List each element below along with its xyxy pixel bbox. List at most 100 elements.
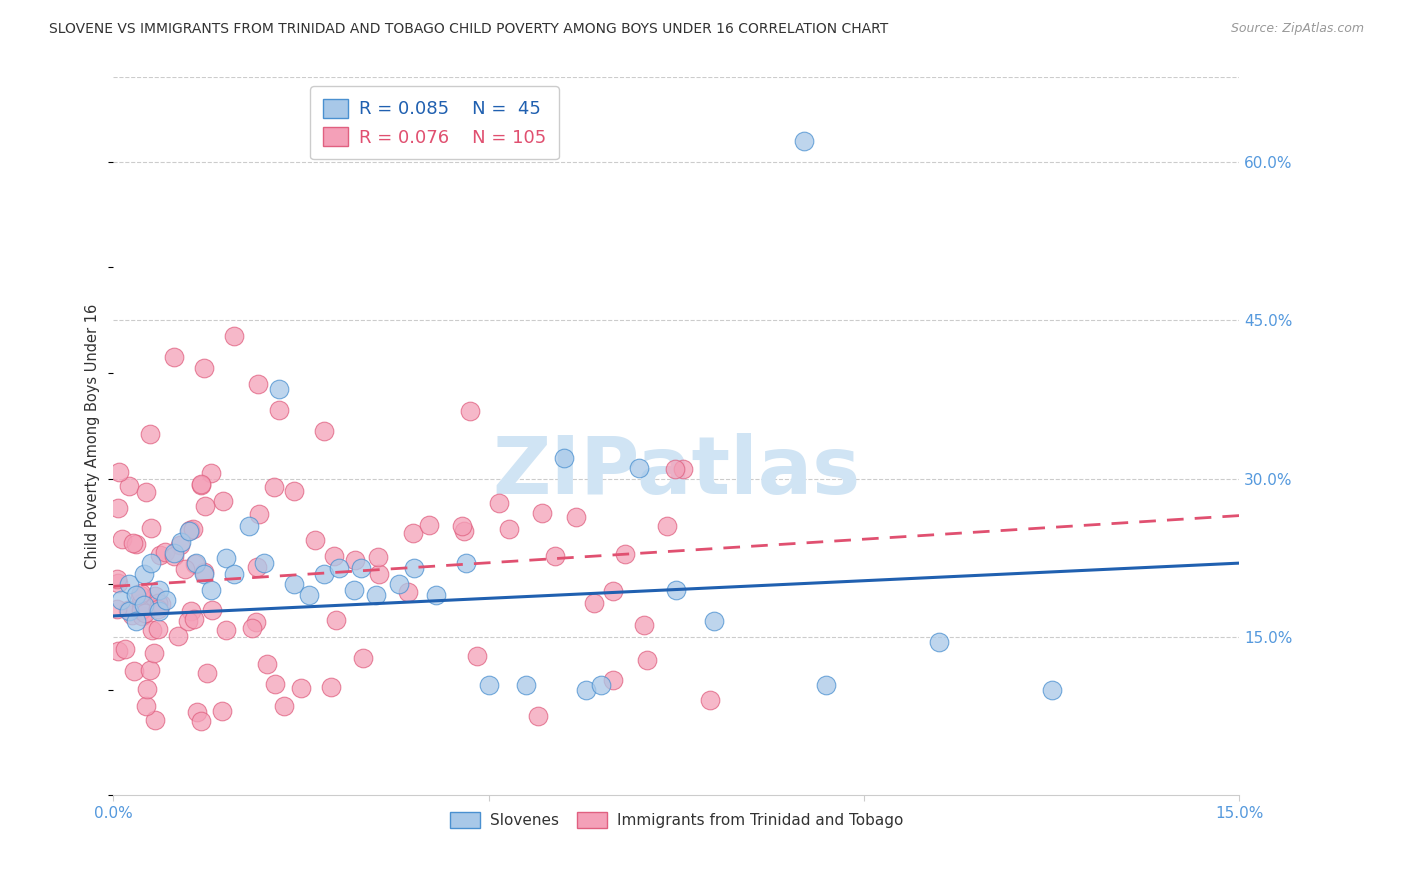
Point xyxy=(222,329,245,343)
Point xyxy=(453,524,475,539)
Point xyxy=(180,604,202,618)
Point xyxy=(174,562,197,576)
Point xyxy=(298,588,321,602)
Point xyxy=(110,593,132,607)
Point xyxy=(139,427,162,442)
Point xyxy=(928,635,950,649)
Point xyxy=(451,519,474,533)
Point xyxy=(627,461,650,475)
Point xyxy=(238,519,260,533)
Point xyxy=(321,680,343,694)
Point xyxy=(134,606,156,620)
Point xyxy=(141,521,163,535)
Point xyxy=(633,617,655,632)
Point xyxy=(146,622,169,636)
Point xyxy=(150,597,173,611)
Point xyxy=(105,572,128,586)
Point xyxy=(118,479,141,493)
Point xyxy=(367,567,389,582)
Point xyxy=(193,499,215,513)
Point xyxy=(193,565,215,579)
Point xyxy=(565,510,588,524)
Point xyxy=(304,533,326,547)
Point xyxy=(582,596,605,610)
Point xyxy=(108,465,131,479)
Point xyxy=(200,582,222,597)
Point xyxy=(613,547,636,561)
Point xyxy=(184,556,207,570)
Point xyxy=(200,466,222,480)
Point xyxy=(636,653,658,667)
Point xyxy=(252,556,274,570)
Point xyxy=(366,588,388,602)
Text: SLOVENE VS IMMIGRANTS FROM TRINIDAD AND TOBAGO CHILD POVERTY AMONG BOYS UNDER 16: SLOVENE VS IMMIGRANTS FROM TRINIDAD AND … xyxy=(49,22,889,37)
Point xyxy=(240,621,263,635)
Point xyxy=(125,588,148,602)
Point xyxy=(193,566,215,581)
Point xyxy=(176,614,198,628)
Point xyxy=(465,648,488,663)
Point xyxy=(283,483,305,498)
Point xyxy=(245,615,267,629)
Point xyxy=(283,577,305,591)
Point xyxy=(135,698,157,713)
Point xyxy=(246,559,269,574)
Point xyxy=(344,552,367,566)
Point xyxy=(793,134,815,148)
Point xyxy=(478,677,501,691)
Point xyxy=(146,602,169,616)
Point xyxy=(328,561,350,575)
Point xyxy=(665,582,688,597)
Point xyxy=(141,623,163,637)
Point xyxy=(135,681,157,696)
Point xyxy=(312,566,335,581)
Point xyxy=(273,698,295,713)
Point xyxy=(138,664,160,678)
Point xyxy=(1040,682,1063,697)
Point xyxy=(169,538,191,552)
Point xyxy=(163,549,186,563)
Point xyxy=(162,545,184,559)
Point xyxy=(256,657,278,671)
Point xyxy=(177,524,200,539)
Point xyxy=(143,646,166,660)
Point xyxy=(190,476,212,491)
Point xyxy=(170,535,193,549)
Point xyxy=(155,593,177,607)
Point xyxy=(247,507,270,521)
Point xyxy=(222,566,245,581)
Point xyxy=(179,523,201,537)
Point xyxy=(153,545,176,559)
Point xyxy=(267,403,290,417)
Point xyxy=(402,526,425,541)
Point xyxy=(553,450,575,465)
Point xyxy=(458,404,481,418)
Point xyxy=(190,714,212,729)
Point xyxy=(125,614,148,628)
Point xyxy=(498,522,520,536)
Point xyxy=(388,577,411,591)
Point xyxy=(672,462,695,476)
Point xyxy=(488,495,510,509)
Point xyxy=(211,493,233,508)
Point xyxy=(181,522,204,536)
Point xyxy=(166,629,188,643)
Point xyxy=(246,376,269,391)
Point xyxy=(543,549,565,563)
Point xyxy=(107,643,129,657)
Legend: Slovenes, Immigrants from Trinidad and Tobago: Slovenes, Immigrants from Trinidad and T… xyxy=(444,806,910,834)
Y-axis label: Child Poverty Among Boys Under 16: Child Poverty Among Boys Under 16 xyxy=(86,304,100,569)
Point xyxy=(135,484,157,499)
Point xyxy=(325,613,347,627)
Point xyxy=(148,604,170,618)
Point xyxy=(418,518,440,533)
Point xyxy=(107,575,129,590)
Point xyxy=(215,624,238,638)
Point xyxy=(290,681,312,695)
Point xyxy=(575,682,598,697)
Point xyxy=(343,582,366,597)
Point xyxy=(129,586,152,600)
Point xyxy=(350,561,373,575)
Point xyxy=(162,350,184,364)
Point xyxy=(129,603,152,617)
